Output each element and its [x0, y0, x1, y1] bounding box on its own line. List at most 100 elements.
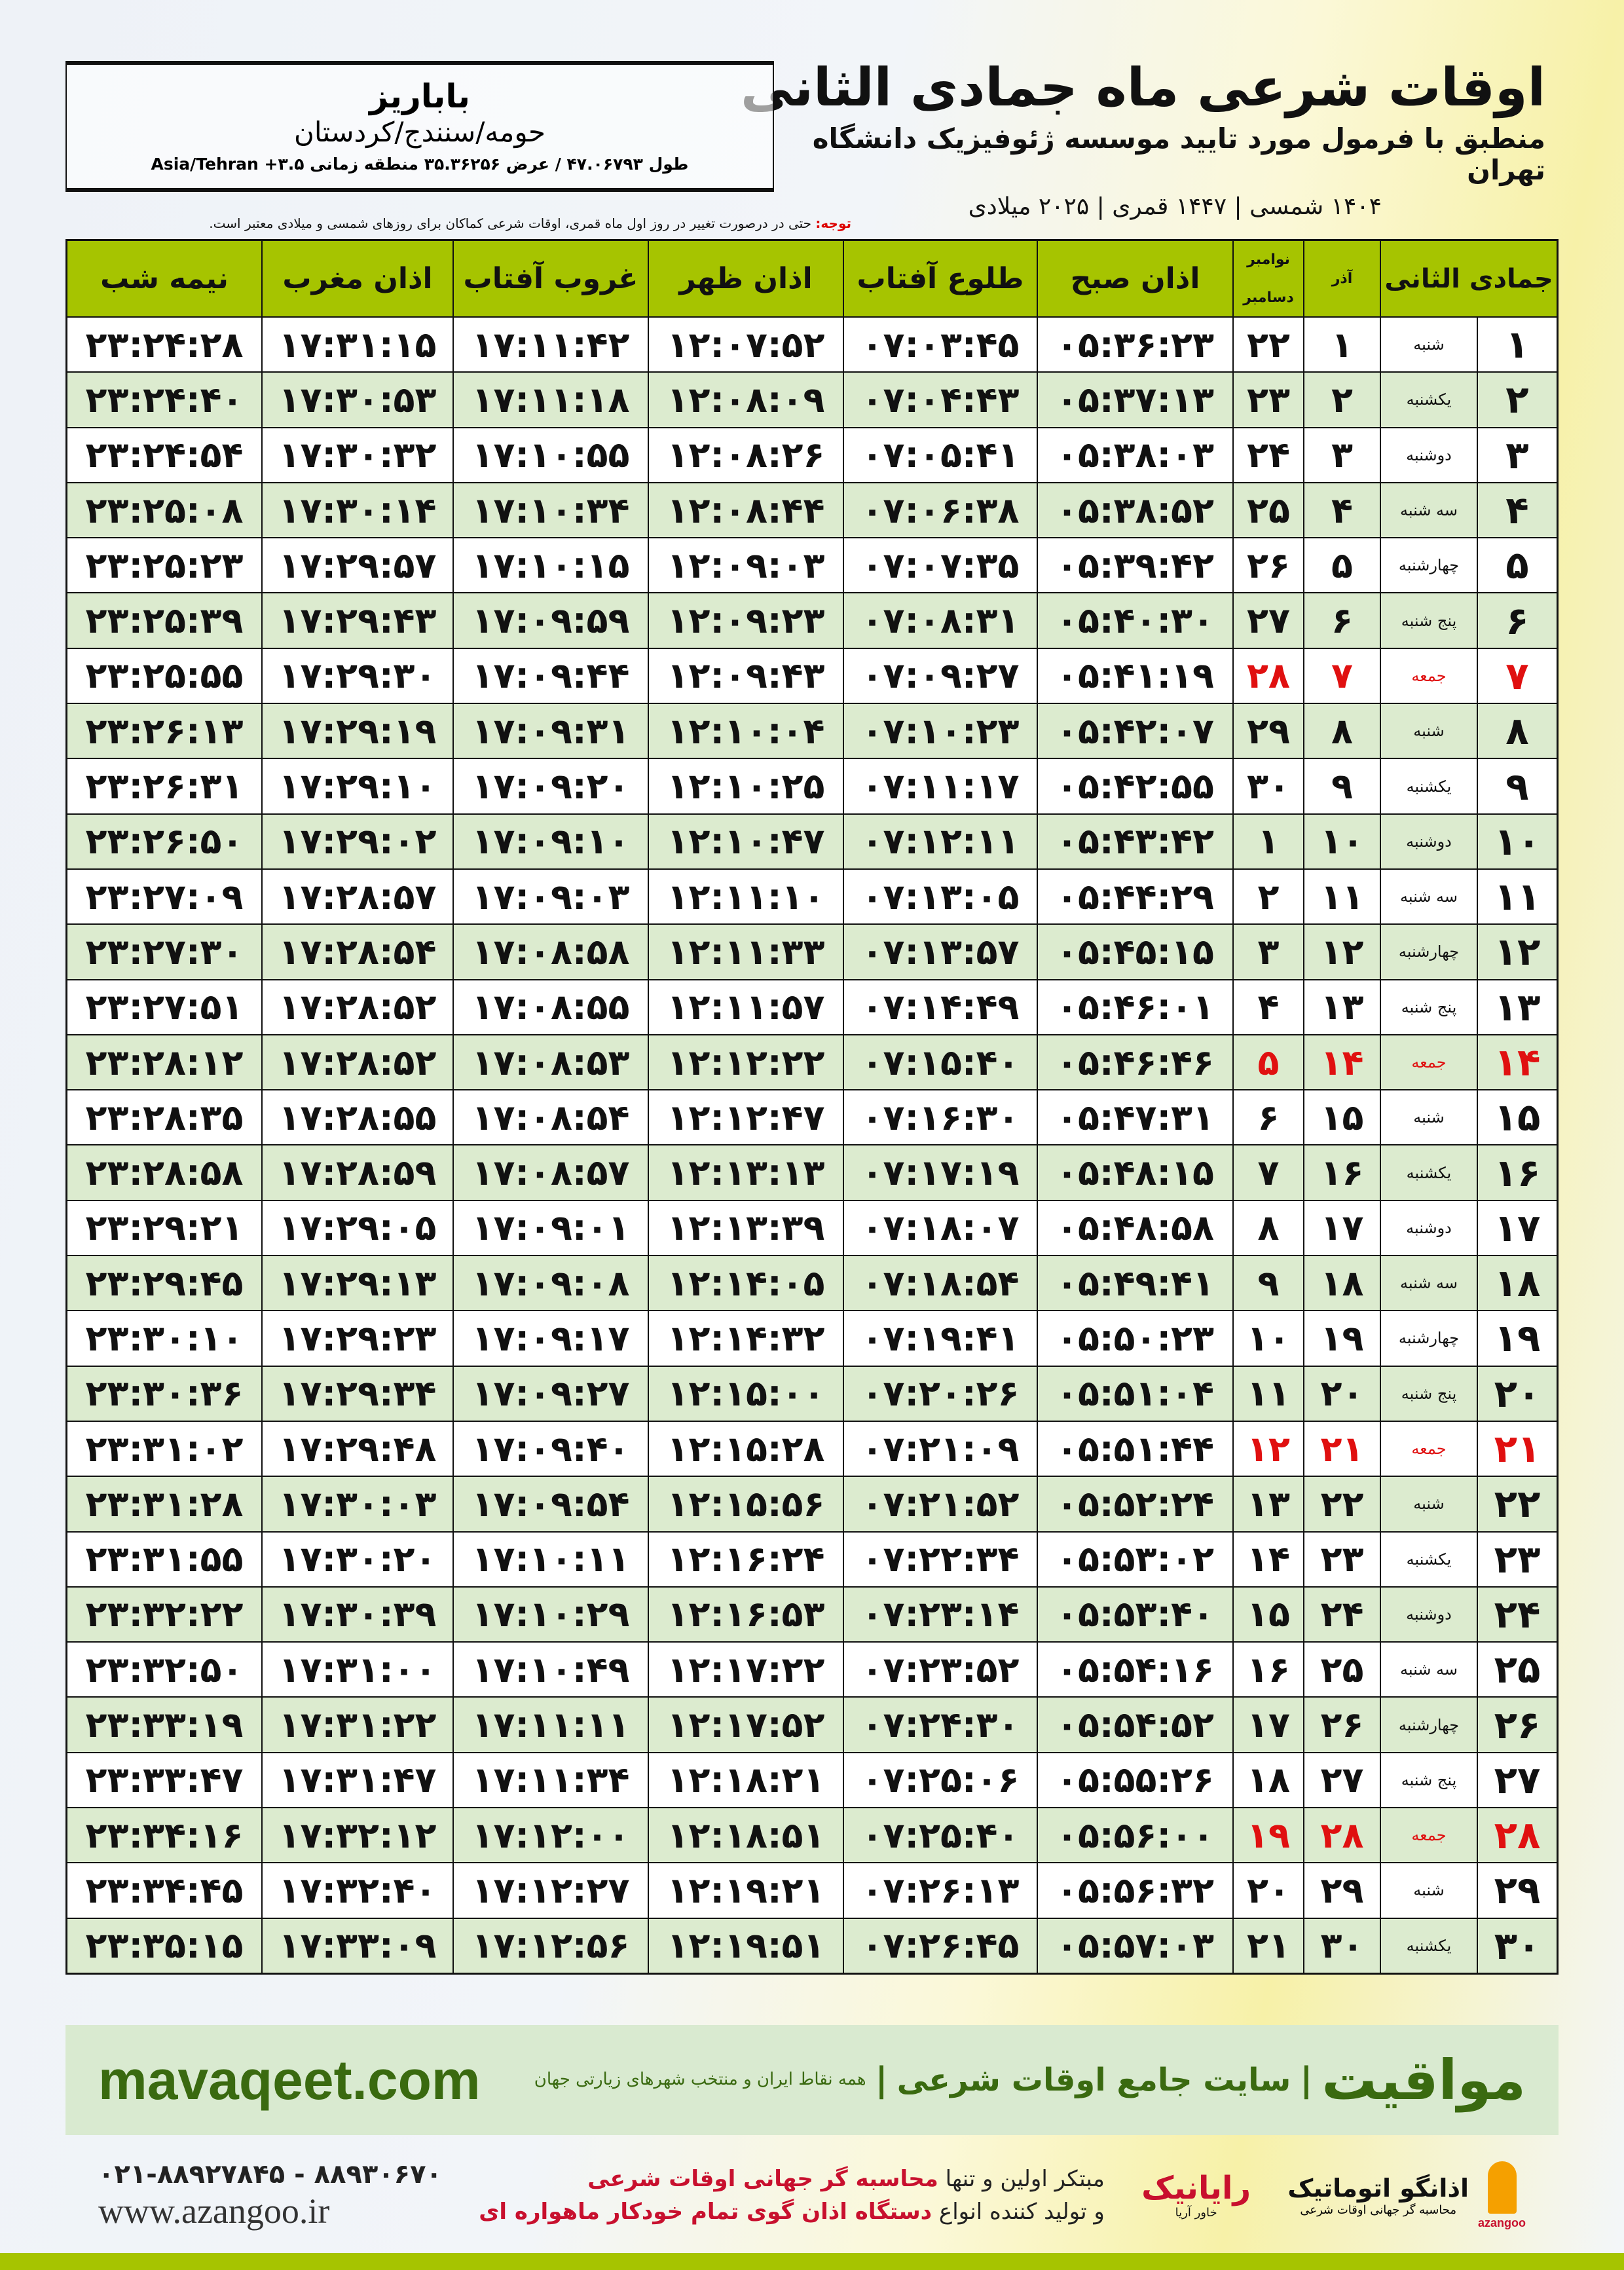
cell-sunrise: ۰۷:۰۷:۳۵ — [843, 538, 1037, 593]
cell-sunrise: ۰۷:۱۷:۱۹ — [843, 1145, 1037, 1200]
site-url-link[interactable]: mavaqeet.com — [98, 2049, 481, 2111]
cell-azar: ۱۵ — [1303, 1090, 1380, 1145]
cell-sunset: ۱۷:۰۹:۰۱ — [452, 1200, 648, 1256]
cell-azar: ۲۱ — [1303, 1421, 1380, 1476]
cell-maghrib: ۱۷:۳۲:۱۲ — [261, 1808, 452, 1863]
cell-fajr: ۰۵:۴۹:۴۱ — [1037, 1256, 1232, 1311]
cell-day: ۷ — [1477, 648, 1557, 703]
cell-midnight: ۲۳:۳۳:۱۹ — [85, 1704, 244, 1746]
cell-dhuhr: ۱۲:۱۴:۰۵ — [648, 1256, 843, 1311]
cell-midnight: ۲۳:۳۵:۱۵ — [85, 1925, 244, 1967]
cell-day: ۲۶ — [1477, 1698, 1557, 1752]
cell-maghrib: ۱۷:۲۹:۱۰ — [261, 759, 452, 813]
cell-maghrib: ۱۷:۲۹:۴۳ — [261, 593, 452, 648]
cell-fajr: ۰۵:۵۳:۴۰ — [1037, 1587, 1232, 1642]
cell-weekday: پنج شنبه — [1380, 1753, 1477, 1808]
cell-sunset: ۱۷:۰۹:۰۸ — [452, 1256, 648, 1311]
cell-midnight: ۲۳:۲۴:۲۸ — [85, 324, 244, 365]
cell-midnight: ۲۳:۲۵:۳۹ — [85, 600, 244, 642]
table-row: ۲۳:۲۷:۳۰ ۱۷:۲۸:۵۴ ۱۷:۰۸:۵۸ ۱۲:۱۱:۳۳ ۰۷:۱۳:۵۷… — [67, 923, 1557, 979]
promo-line-1: مبتکر اولین و تنها محاسبه گر جهانی اوقات… — [479, 2165, 1105, 2193]
cell-midnight: ۲۳:۲۵:۲۳ — [85, 544, 244, 586]
cell-weekday: شنبه — [1380, 1477, 1477, 1531]
cell-day: ۱۹ — [1477, 1311, 1557, 1366]
cell-sunset: ۱۷:۰۹:۵۴ — [452, 1477, 648, 1531]
cell-day: ۱۳ — [1477, 980, 1557, 1034]
cell-sunrise: ۰۷:۰۶:۳۸ — [843, 483, 1037, 538]
cell-dhuhr: ۱۲:۱۲:۲۲ — [648, 1035, 843, 1090]
cell-gregorian: ۱۹ — [1232, 1808, 1303, 1863]
cell-midnight: ۲۳:۲۸:۵۸ — [85, 1152, 244, 1194]
cell-day: ۲۰ — [1477, 1366, 1557, 1421]
header-dhuhr: اذان ظهر — [648, 241, 843, 316]
cell-weekday: پنج شنبه — [1380, 980, 1477, 1034]
cell-gregorian: ۶ — [1232, 1090, 1303, 1145]
cell-fajr: ۰۵:۵۳:۰۲ — [1037, 1532, 1232, 1586]
azangoo-website-link[interactable]: www.azangoo.ir — [98, 2191, 330, 2231]
cell-azar: ۹ — [1303, 759, 1380, 813]
cell-fajr: ۰۵:۴۶:۴۶ — [1037, 1035, 1232, 1090]
cell-maghrib: ۱۷:۲۹:۵۷ — [261, 538, 452, 593]
cell-midnight: ۲۳:۲۶:۳۱ — [85, 766, 244, 808]
cell-azar: ۲۸ — [1303, 1808, 1380, 1863]
cell-maghrib: ۱۷:۲۸:۵۲ — [261, 980, 452, 1034]
cell-sunset: ۱۷:۱۱:۳۴ — [452, 1753, 648, 1808]
cell-sunset: ۱۷:۱۰:۱۱ — [452, 1532, 648, 1586]
table-row: ۲۳:۲۶:۱۳ ۱۷:۲۹:۱۹ ۱۷:۰۹:۳۱ ۱۲:۱۰:۰۴ ۰۷:۱۰:۲۳… — [67, 703, 1557, 758]
azangoo-logo-sub: محاسبه گر جهانی اوقات شرعی — [1300, 2203, 1457, 2218]
table-row: ۲۳:۲۴:۲۸ ۱۷:۳۱:۱۵ ۱۷:۱۱:۴۲ ۱۲:۰۷:۵۲ ۰۷:۰۳:۴۵… — [67, 316, 1557, 372]
table-row: ۲۳:۳۳:۱۹ ۱۷:۳۱:۲۲ ۱۷:۱۱:۱۱ ۱۲:۱۷:۵۲ ۰۷:۲۴:۳۰… — [67, 1696, 1557, 1752]
cell-sunrise: ۰۷:۱۹:۴۱ — [843, 1311, 1037, 1366]
cell-dhuhr: ۱۲:۰۷:۵۲ — [648, 318, 843, 372]
cell-sunrise: ۰۷:۰۳:۴۵ — [843, 318, 1037, 372]
rayanik-logo: رایانیک خاور آریا — [1141, 2171, 1251, 2220]
table-row: ۲۳:۲۷:۵۱ ۱۷:۲۸:۵۲ ۱۷:۰۸:۵۵ ۱۲:۱۱:۵۷ ۰۷:۱۴:۴۹… — [67, 978, 1557, 1034]
cell-sunrise: ۰۷:۰۵:۴۱ — [843, 428, 1037, 482]
cell-sunset: ۱۷:۰۸:۵۷ — [452, 1145, 648, 1200]
cell-midnight: ۲۳:۲۶:۱۳ — [85, 710, 244, 752]
cell-azar: ۱۳ — [1303, 980, 1380, 1034]
cell-gregorian: ۲۷ — [1232, 593, 1303, 648]
cell-fajr: ۰۵:۵۷:۰۳ — [1037, 1918, 1232, 1973]
footer-banner: mavaqeet.com مواقیت | سایت جامع اوقات شر… — [65, 2025, 1559, 2135]
cell-sunset: ۱۷:۰۹:۵۹ — [452, 593, 648, 648]
cell-gregorian: ۲۸ — [1232, 648, 1303, 703]
cell-gregorian: ۲۴ — [1232, 428, 1303, 482]
cell-midnight: ۲۳:۲۵:۵۵ — [85, 655, 244, 697]
cell-day: ۲۲ — [1477, 1477, 1557, 1531]
cell-weekday: جمعه — [1380, 648, 1477, 703]
cell-sunset: ۱۷:۰۸:۵۵ — [452, 980, 648, 1034]
cell-dhuhr: ۱۲:۱۵:۰۰ — [648, 1366, 843, 1421]
cell-sunrise: ۰۷:۱۳:۵۷ — [843, 925, 1037, 979]
location-path: حومه/سنندج/کردستان — [293, 116, 546, 149]
cell-sunrise: ۰۷:۱۰:۲۳ — [843, 704, 1037, 758]
cell-weekday: یکشنبه — [1380, 759, 1477, 813]
cell-fajr: ۰۵:۳۸:۵۲ — [1037, 483, 1232, 538]
cell-weekday: چهارشنبه — [1380, 1311, 1477, 1366]
cell-maghrib: ۱۷:۲۸:۵۷ — [261, 869, 452, 924]
cell-sunrise: ۰۷:۲۵:۴۰ — [843, 1808, 1037, 1863]
cell-fajr: ۰۵:۴۶:۰۱ — [1037, 980, 1232, 1034]
cell-sunset: ۱۷:۱۲:۰۰ — [452, 1808, 648, 1863]
cell-fajr: ۰۵:۵۲:۲۴ — [1037, 1477, 1232, 1531]
cell-azar: ۵ — [1303, 538, 1380, 593]
cell-day: ۱۱ — [1477, 869, 1557, 924]
cell-fajr: ۰۵:۳۹:۴۲ — [1037, 538, 1232, 593]
cell-gregorian: ۲ — [1232, 869, 1303, 924]
cell-fajr: ۰۵:۵۴:۱۶ — [1037, 1643, 1232, 1697]
table-row: ۲۳:۲۶:۳۱ ۱۷:۲۹:۱۰ ۱۷:۰۹:۲۰ ۱۲:۱۰:۲۵ ۰۷:۱۱:۱۷… — [67, 758, 1557, 813]
cell-azar: ۱۲ — [1303, 925, 1380, 979]
cell-midnight: ۲۳:۳۱:۲۸ — [85, 1483, 244, 1525]
cell-weekday: یکشنبه — [1380, 1918, 1477, 1973]
cell-day: ۲۳ — [1477, 1532, 1557, 1586]
cell-midnight: ۲۳:۳۱:۵۵ — [85, 1538, 244, 1580]
cell-dhuhr: ۱۲:۱۰:۲۵ — [648, 759, 843, 813]
cell-sunset: ۱۷:۱۱:۱۱ — [452, 1698, 648, 1752]
azangoo-logo-en: azangoo — [1477, 2216, 1526, 2229]
minaret-icon — [1487, 2161, 1517, 2214]
table-body: ۲۳:۲۴:۲۸ ۱۷:۳۱:۱۵ ۱۷:۱۱:۴۲ ۱۲:۰۷:۵۲ ۰۷:۰۳:۴۵… — [67, 316, 1557, 1973]
cell-sunrise: ۰۷:۲۶:۴۵ — [843, 1918, 1037, 1973]
cell-weekday: سه شنبه — [1380, 1256, 1477, 1311]
cell-maghrib: ۱۷:۳۳:۰۹ — [261, 1918, 452, 1973]
header-azar: آذر — [1303, 241, 1380, 316]
